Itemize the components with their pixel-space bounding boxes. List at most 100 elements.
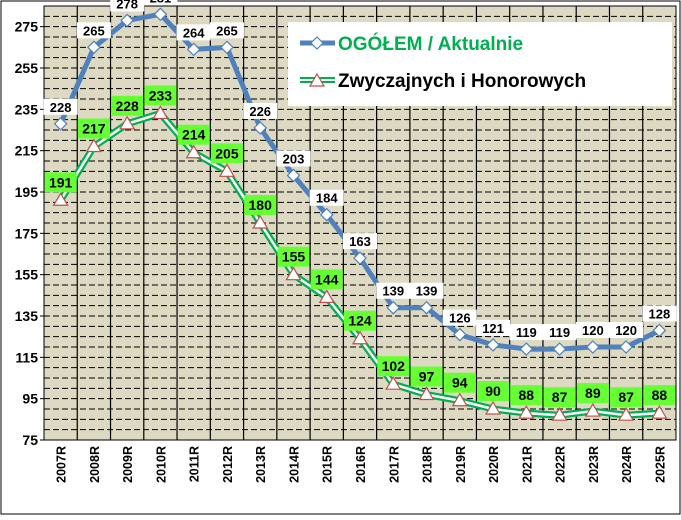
data-label-bg	[277, 246, 310, 267]
data-label-bg	[509, 324, 544, 341]
x-tick-label: 2020R	[487, 446, 501, 483]
data-point-ogolem	[153, 7, 168, 22]
y-tick-label: 275	[15, 19, 39, 35]
data-point-zwyczajnych	[584, 402, 601, 417]
x-tick-label: 2018R	[421, 446, 435, 483]
data-label-bg	[442, 309, 477, 326]
y-tick-label: 235	[15, 101, 39, 117]
data-label-ogolem: 163	[343, 233, 377, 250]
data-label-bg	[376, 282, 411, 299]
data-point-ogolem	[53, 116, 68, 131]
x-tick-label: 2012R	[221, 446, 235, 483]
data-label-ogolem: 264	[176, 24, 211, 41]
data-label-ogolem: 265	[76, 22, 111, 39]
data-label-zwyczajnych: 88	[510, 385, 543, 406]
data-label-text: 128	[649, 306, 671, 321]
data-label-text: 126	[449, 311, 471, 326]
data-label-text: 119	[516, 325, 537, 340]
y-tick-label: 135	[15, 308, 39, 324]
data-label-text: 203	[283, 151, 305, 166]
x-tick-label: 2024R	[620, 446, 634, 483]
data-label-bg	[410, 366, 443, 387]
data-label-text: 265	[216, 23, 238, 38]
data-point-ogolem	[186, 42, 201, 57]
data-label-bg	[609, 322, 644, 338]
x-tick-label: 2009R	[121, 446, 135, 483]
data-label-text: 180	[249, 197, 273, 213]
data-label-text: 265	[83, 23, 105, 38]
data-point-ogolem	[585, 340, 600, 354]
data-label-ogolem: 120	[609, 322, 644, 338]
x-tick-label: 2010R	[154, 446, 168, 483]
x-tick-label: 2015R	[321, 446, 335, 483]
legend-marker-series1	[310, 36, 324, 50]
y-tick-label: 155	[15, 267, 39, 283]
data-point-zwyczajnych	[518, 404, 535, 419]
x-tick-label: 2019R	[454, 446, 468, 483]
data-label-text: 155	[282, 249, 306, 265]
axes: 75 95 115 135 155 175 195 215 235 255 275 2007R 2008…	[15, 6, 676, 483]
data-label-ogolem: 281	[143, 0, 178, 6]
data-label-text: 163	[349, 234, 371, 249]
data-label-text: 205	[215, 145, 239, 161]
data-label-zwyczajnych: 214	[177, 124, 210, 145]
data-point-ogolem	[386, 300, 401, 315]
x-tick-label: 2014R	[287, 446, 301, 483]
data-label-ogolem: 228	[43, 98, 78, 115]
data-label-bg	[244, 195, 277, 215]
data-label-bg	[477, 381, 510, 401]
data-label-bg	[576, 383, 609, 404]
data-point-ogolem	[220, 40, 234, 55]
data-label-bg	[309, 189, 344, 206]
legend-label-series1: OGÓŁEM / Aktualnie	[338, 33, 523, 55]
data-label-bg	[409, 282, 444, 299]
data-label-text: 191	[49, 174, 73, 190]
data-point-zwyczajnych	[52, 192, 69, 206]
data-label-zwyczajnych: 88	[643, 385, 676, 406]
data-label-text: 120	[615, 323, 637, 338]
data-label-text: 217	[82, 121, 106, 137]
data-label-text: 121	[482, 321, 504, 336]
data-label-zwyczajnych: 191	[44, 172, 77, 193]
data-label-zwyczajnych: 97	[410, 366, 443, 387]
data-label-bg	[510, 385, 543, 406]
data-label-zwyczajnych: 94	[443, 372, 476, 393]
legend-marker-series2	[308, 72, 326, 87]
data-label-bg	[143, 0, 178, 6]
legend-label-series2: Zwyczajnych i Honorowych	[338, 71, 586, 92]
data-point-ogolem	[519, 342, 534, 356]
data-label-text: 102	[382, 358, 406, 374]
data-label-text: 281	[150, 0, 172, 5]
data-point-zwyczajnych	[551, 407, 568, 421]
data-label-bg	[177, 124, 210, 145]
data-label-bg	[110, 0, 145, 12]
data-label-bg	[343, 233, 377, 250]
data-label-bg	[44, 172, 77, 193]
data-label-text: 139	[382, 284, 404, 299]
data-labels: 228 265 278 281 264 265 226 203 184 163 139 139 126 1…	[43, 0, 677, 408]
data-label-text: 119	[549, 325, 570, 340]
data-label-bg	[610, 387, 643, 408]
data-label-text: 88	[519, 387, 535, 403]
x-tick-label: 2021R	[520, 446, 534, 483]
data-point-ogolem	[87, 40, 101, 55]
x-tick-label: 2017R	[387, 446, 401, 483]
data-label-ogolem: 119	[509, 324, 544, 341]
data-label-zwyczajnych: 155	[277, 246, 310, 267]
data-label-zwyczajnych: 228	[111, 95, 144, 116]
data-label-zwyczajnych: 87	[543, 387, 576, 408]
legend: OGÓŁEM / Aktualnie Zwyczajnych i Honorow…	[288, 22, 672, 106]
data-point-zwyczajnych	[651, 404, 668, 419]
data-label-bg	[476, 319, 511, 336]
data-label-bg	[575, 322, 610, 338]
data-point-zwyczajnych	[485, 400, 502, 415]
data-label-bg	[43, 98, 78, 115]
data-point-zwyczajnych	[618, 407, 635, 421]
series-layer	[52, 7, 668, 421]
data-label-text: 87	[552, 389, 568, 405]
data-label-bg	[111, 95, 144, 116]
data-label-text: 228	[50, 100, 72, 115]
data-label-bg	[443, 372, 476, 393]
data-point-zwyczajnych	[185, 144, 202, 159]
